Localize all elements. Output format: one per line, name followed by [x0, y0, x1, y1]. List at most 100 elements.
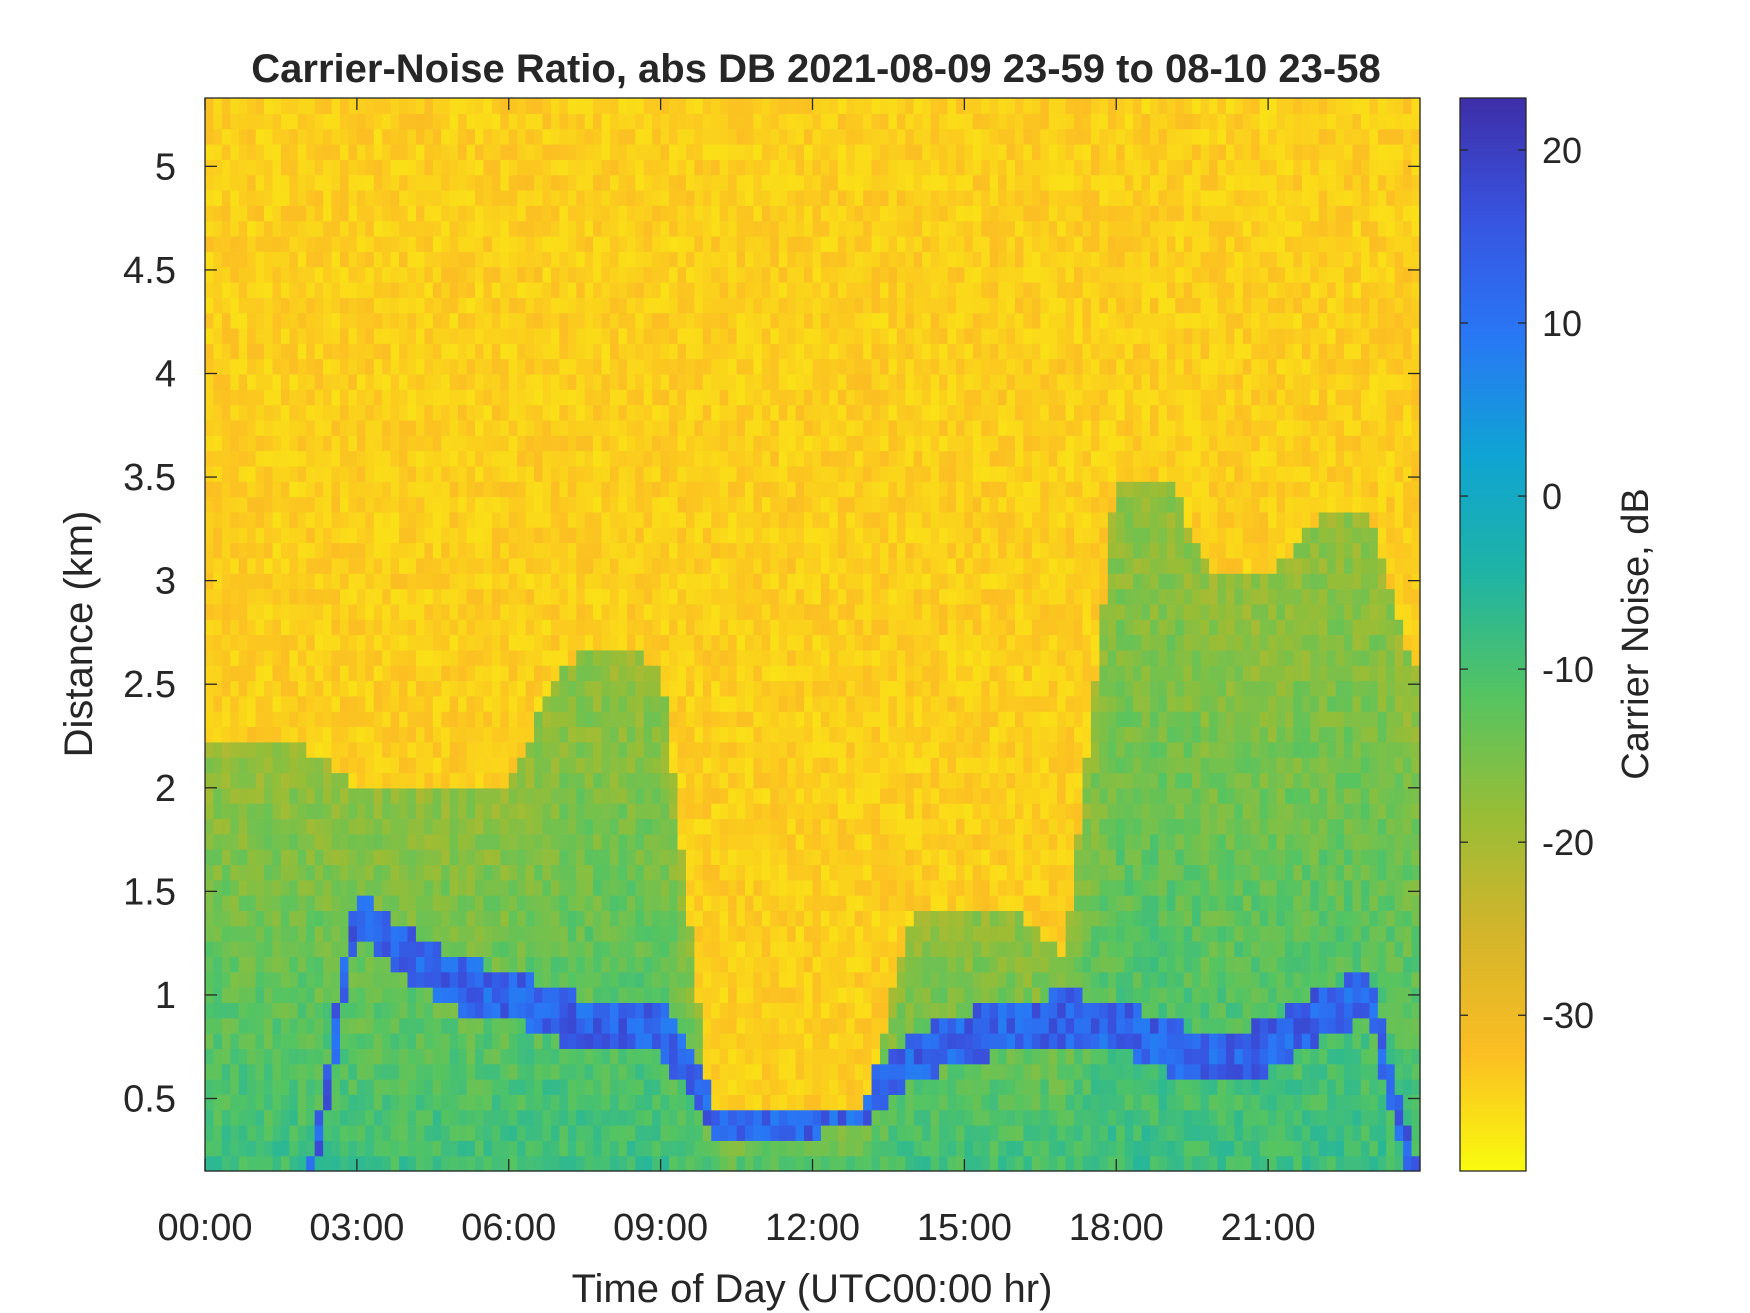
heatmap-cell [264, 312, 274, 329]
heatmap-cell [635, 772, 645, 789]
heatmap-cell [491, 787, 501, 804]
heatmap-cell [373, 818, 383, 835]
heatmap-cell [635, 251, 645, 268]
heatmap-cell [652, 925, 662, 942]
heatmap-cell [584, 174, 594, 191]
heatmap-cell [669, 941, 679, 957]
heatmap-cell [415, 1109, 425, 1126]
heatmap-cell [348, 695, 358, 712]
heatmap-cell [483, 680, 493, 697]
heatmap-cell [382, 189, 392, 206]
heatmap-cell [331, 726, 341, 743]
heatmap-cell [272, 941, 282, 957]
heatmap-cell [424, 98, 434, 114]
heatmap-cell [542, 603, 552, 620]
heatmap-cell [610, 235, 620, 252]
heatmap-cell [297, 833, 307, 850]
heatmap-cell [475, 511, 485, 528]
heatmap-cell [475, 1048, 485, 1065]
heatmap-cell [289, 941, 299, 957]
heatmap-cell [280, 695, 290, 712]
heatmap-cell [626, 941, 636, 957]
heatmap-cell [272, 511, 282, 528]
heatmap-cell [500, 987, 510, 1003]
heatmap-cell [804, 1048, 814, 1065]
heatmap-cell [373, 373, 383, 390]
heatmap-cell [618, 266, 628, 283]
heatmap-cell [272, 358, 282, 375]
heatmap-cell [399, 404, 409, 421]
heatmap-cell [340, 895, 350, 912]
heatmap-cell [618, 419, 628, 436]
heatmap-cell [221, 1079, 231, 1095]
heatmap-cell [534, 435, 544, 452]
heatmap-cell [795, 1002, 805, 1019]
heatmap-cell [407, 527, 417, 544]
heatmap-cell [264, 98, 274, 114]
heatmap-cell [795, 1063, 805, 1080]
heatmap-cell [449, 205, 459, 222]
heatmap-cell [475, 404, 485, 421]
heatmap-cell [736, 527, 746, 544]
heatmap-cell [517, 1017, 527, 1034]
heatmap-cell [314, 680, 324, 697]
heatmap-cell [424, 1109, 434, 1126]
heatmap-cell [795, 1048, 805, 1065]
heatmap-cell [711, 465, 721, 482]
heatmap-cell [356, 634, 366, 651]
heatmap-cell [643, 649, 653, 666]
heatmap-cell [356, 235, 366, 252]
heatmap-cell [373, 757, 383, 774]
heatmap-cell [745, 358, 755, 375]
heatmap-cell [221, 603, 231, 620]
heatmap-cell [753, 634, 763, 651]
heatmap-cell [264, 1125, 274, 1141]
heatmap-cell [247, 98, 257, 114]
heatmap-cell [618, 373, 628, 390]
heatmap-cell [466, 1063, 476, 1080]
heatmap-cell [525, 327, 535, 344]
heatmap-cell [348, 757, 358, 774]
heatmap-cell [424, 726, 434, 743]
heatmap-cell [458, 159, 468, 176]
heatmap-cell [331, 343, 341, 360]
heatmap-cell [306, 1155, 316, 1172]
heatmap-cell [432, 956, 442, 973]
heatmap-cell [340, 281, 350, 298]
heatmap-cell [213, 833, 223, 850]
heatmap-cell [534, 266, 544, 283]
heatmap-cell [221, 1048, 231, 1065]
heatmap-cell [407, 787, 417, 804]
heatmap-cell [576, 465, 586, 482]
heatmap-cell [323, 557, 333, 574]
heatmap-cell [728, 143, 738, 160]
heatmap-cell [297, 281, 307, 298]
heatmap-cell [238, 251, 248, 268]
heatmap-cell [407, 1094, 417, 1111]
heatmap-cell [432, 297, 442, 314]
heatmap-cell [272, 1140, 282, 1157]
heatmap-cell [795, 343, 805, 360]
heatmap-cell [770, 879, 780, 896]
heatmap-cell [567, 113, 577, 130]
heatmap-cell [728, 787, 738, 804]
heatmap-cell [550, 312, 560, 329]
heatmap-cell [702, 542, 712, 559]
heatmap-cell [601, 297, 611, 314]
heatmap-cell [635, 818, 645, 835]
heatmap-cell [795, 465, 805, 482]
heatmap-cell [390, 1079, 400, 1095]
heatmap-cell [247, 527, 257, 544]
heatmap-cell [432, 833, 442, 850]
heatmap-cell [534, 741, 544, 758]
heatmap-cell [348, 1063, 358, 1080]
heatmap-cell [221, 1033, 231, 1049]
heatmap-cell [399, 833, 409, 850]
heatmap-cell [770, 450, 780, 467]
heatmap-cell [593, 879, 603, 896]
heatmap-cell [694, 159, 704, 176]
heatmap-cell [415, 1079, 425, 1095]
heatmap-cell [685, 205, 695, 222]
heatmap-cell [669, 266, 679, 283]
heatmap-cell [348, 726, 358, 743]
